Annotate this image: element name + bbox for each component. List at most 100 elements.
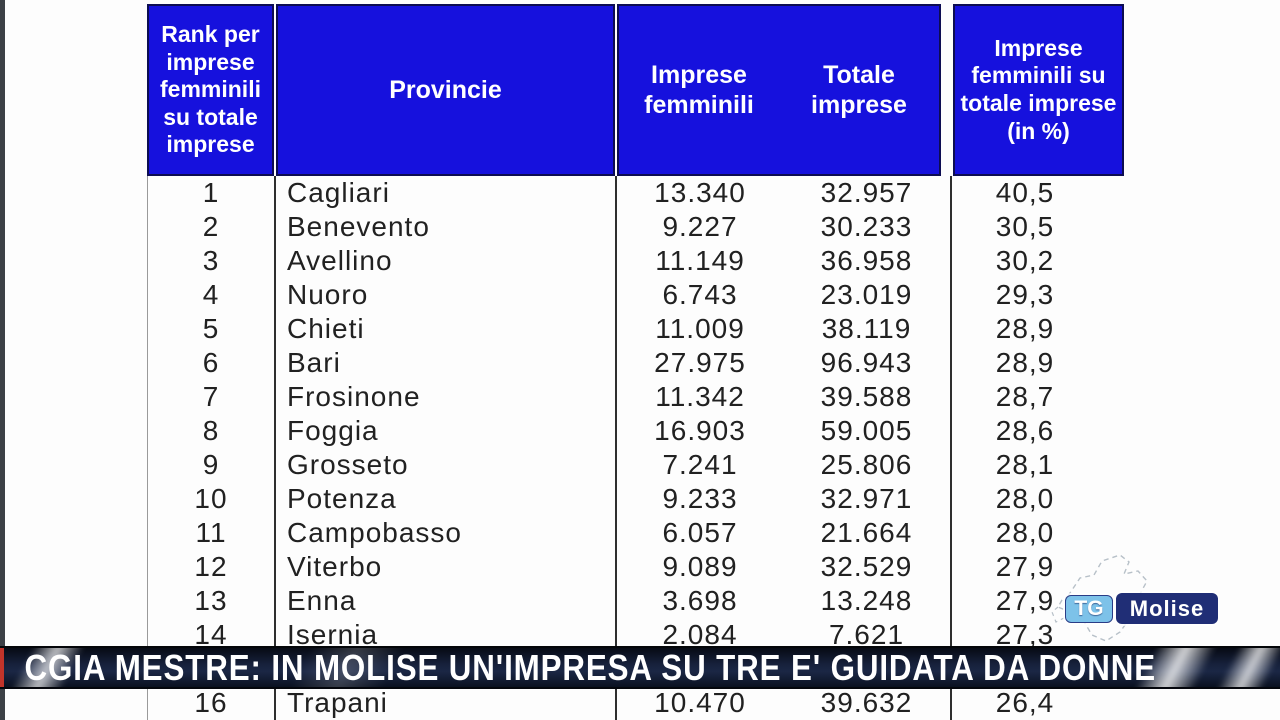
molise-badge: Molise — [1116, 593, 1218, 624]
rank-cell: 5 — [147, 312, 274, 346]
female-businesses-cell: 3.698 — [615, 584, 783, 618]
province-cell: Isernia — [274, 618, 615, 652]
total-businesses-cell: 96.943 — [820, 347, 913, 378]
female-businesses-cell: 10.470 — [615, 686, 783, 720]
province-cell: Trapani — [274, 686, 615, 720]
rank-cell: 7 — [147, 380, 274, 414]
table-row: 11 Campobasso 6.057 21.664 28,0 — [147, 516, 1124, 550]
female-businesses-cell: 11.149 — [615, 244, 783, 278]
molise-region-outline-icon — [1051, 554, 1152, 642]
female-businesses-cell: 9.233 — [615, 482, 783, 516]
percentage-cell: 26,4 — [950, 686, 1124, 720]
rank-cell: 16 — [147, 686, 274, 720]
table-row: 4 Nuoro 6.743 23.019 29,3 — [147, 278, 1124, 312]
table-row: 2 Benevento 9.227 30.233 30,5 — [147, 210, 1124, 244]
rank-cell: 6 — [147, 346, 274, 380]
female-businesses-cell: 6.057 — [615, 516, 783, 550]
header-total-label: Totale imprese — [811, 61, 907, 119]
total-businesses-cell: 39.632 — [820, 687, 913, 718]
rank-cell: 12 — [147, 550, 274, 584]
percentage-cell: 27,3 — [950, 618, 1124, 652]
percentage-cell: 29,3 — [950, 278, 1124, 312]
header-rank: Rank per imprese femminili su totale imp… — [147, 4, 274, 176]
total-businesses-cell: 38.119 — [821, 313, 912, 344]
total-businesses-cell: 32.529 — [820, 551, 913, 582]
table-row: 9 Grosseto 7.241 25.806 28,1 — [147, 448, 1124, 482]
total-businesses-cell: 13.248 — [820, 585, 913, 616]
female-businesses-cell: 11.342 — [615, 380, 783, 414]
header-rank-label: Rank per imprese femminili su totale imp… — [160, 21, 261, 158]
percentage-cell: 28,6 — [950, 414, 1124, 448]
female-businesses-cell: 11.009 — [615, 312, 783, 346]
tg-badge-label: TG — [1074, 597, 1104, 620]
table-row: 7 Frosinone 11.342 39.588 28,7 — [147, 380, 1124, 414]
header-province: Provincie — [276, 4, 615, 176]
province-statistics-table: Rank per imprese femminili su totale imp… — [147, 4, 1124, 720]
table-row: 5 Chieti 11.009 38.119 28,9 — [147, 312, 1124, 346]
total-businesses-cell: 59.005 — [820, 415, 913, 446]
rank-cell: 3 — [147, 244, 274, 278]
banner-red-edge — [0, 648, 4, 687]
female-businesses-cell: 13.340 — [615, 176, 783, 210]
frame-left-edge — [0, 0, 5, 720]
female-businesses-cell: 27.975 — [615, 346, 783, 380]
total-businesses-cell: 36.958 — [820, 245, 913, 276]
province-cell: Foggia — [274, 414, 615, 448]
province-cell: Chieti — [274, 312, 615, 346]
province-cell: Potenza — [274, 482, 615, 516]
rank-cell: 1 — [147, 176, 274, 210]
total-businesses-cell: 32.971 — [820, 483, 913, 514]
table-body: 1 Cagliari 13.340 32.957 40,5 2 Benevent… — [147, 176, 1124, 720]
rank-cell: 10 — [147, 482, 274, 516]
header-counts: Imprese femminili Totale imprese — [617, 4, 941, 176]
rank-cell: 14 — [147, 618, 274, 652]
table-row: 12 Viterbo 9.089 32.529 27,9 — [147, 550, 1124, 584]
rank-cell: 8 — [147, 414, 274, 448]
province-cell: Grosseto — [274, 448, 615, 482]
table-row: 13 Enna 3.698 13.248 27,9 — [147, 584, 1124, 618]
total-businesses-cell: 39.588 — [820, 381, 913, 412]
total-businesses-cell: 23.019 — [820, 279, 913, 310]
header-female-label: Imprese femminili — [644, 61, 754, 119]
province-cell: Cagliari — [274, 176, 615, 210]
table-row: 1 Cagliari 13.340 32.957 40,5 — [147, 176, 1124, 210]
header-percentage: Imprese femminili su totale imprese (in … — [953, 4, 1124, 176]
banner-headline: CGIA MESTRE: IN MOLISE UN'IMPRESA SU TRE… — [24, 646, 1156, 688]
percentage-cell: 27,9 — [950, 584, 1124, 618]
province-cell: Benevento — [274, 210, 615, 244]
province-cell: Avellino — [274, 244, 615, 278]
female-businesses-cell: 6.743 — [615, 278, 783, 312]
table-row: 16 Trapani 10.470 39.632 26,4 — [147, 686, 1124, 720]
tg-badge: TG — [1065, 595, 1113, 623]
total-businesses-cell: 7.621 — [828, 619, 905, 650]
total-businesses-cell: 30.233 — [820, 211, 913, 242]
tg-molise-logo: TG Molise — [1050, 550, 1230, 650]
banner-headline-wrap: CGIA MESTRE: IN MOLISE UN'IMPRESA SU TRE… — [0, 648, 1230, 687]
molise-badge-label: Molise — [1129, 595, 1205, 621]
total-businesses-cell: 32.957 — [820, 177, 913, 208]
percentage-cell: 28,9 — [950, 346, 1124, 380]
table-row: 14 Isernia 2.084 7.621 27,3 — [147, 618, 1124, 652]
province-cell: Nuoro — [274, 278, 615, 312]
female-businesses-cell: 9.089 — [615, 550, 783, 584]
header-province-label: Provincie — [389, 75, 502, 104]
female-businesses-cell: 7.241 — [615, 448, 783, 482]
percentage-cell: 40,5 — [950, 176, 1124, 210]
percentage-cell: 28,7 — [950, 380, 1124, 414]
table-row: 6 Bari 27.975 96.943 28,9 — [147, 346, 1124, 380]
table-row: 3 Avellino 11.149 36.958 30,2 — [147, 244, 1124, 278]
header-percentage-label: Imprese femminili su totale imprese (in … — [960, 34, 1117, 144]
percentage-cell: 28,0 — [950, 482, 1124, 516]
total-businesses-cell: 25.806 — [820, 449, 913, 480]
rank-cell: 13 — [147, 584, 274, 618]
percentage-cell: 28,1 — [950, 448, 1124, 482]
percentage-cell: 30,5 — [950, 210, 1124, 244]
province-cell: Bari — [274, 346, 615, 380]
province-cell: Enna — [274, 584, 615, 618]
province-cell: Viterbo — [274, 550, 615, 584]
news-ticker-banner: CGIA MESTRE: IN MOLISE UN'IMPRESA SU TRE… — [0, 646, 1280, 689]
female-businesses-cell: 16.903 — [615, 414, 783, 448]
table-row: 8 Foggia 16.903 59.005 28,6 — [147, 414, 1124, 448]
percentage-cell: 28,0 — [950, 516, 1124, 550]
